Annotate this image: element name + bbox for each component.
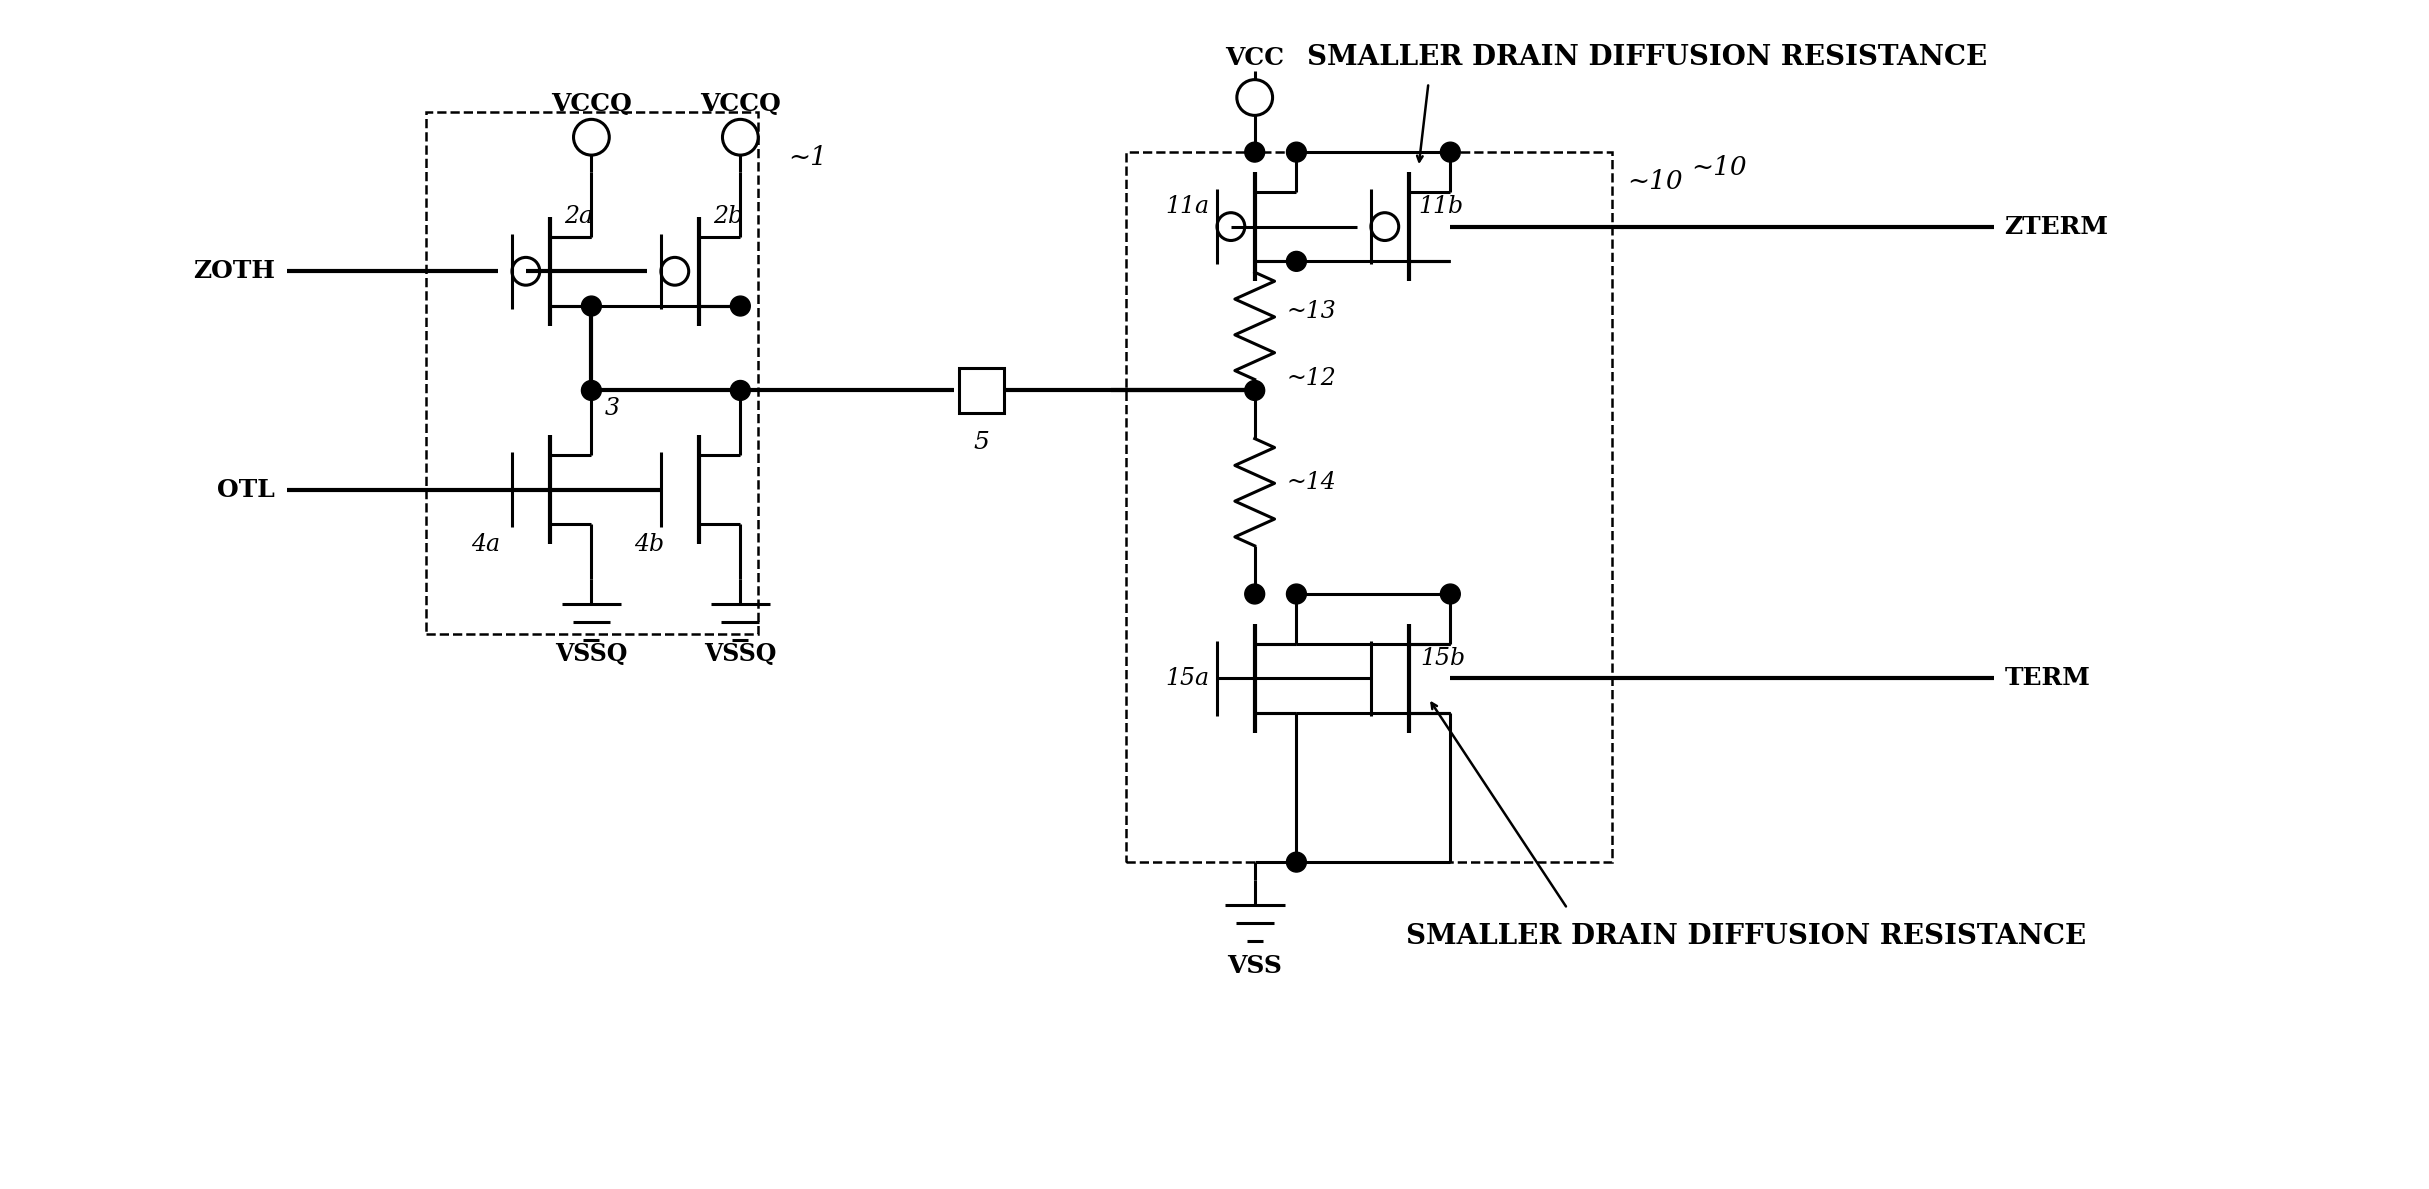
Circle shape [1287, 251, 1307, 271]
Text: 3: 3 [605, 397, 619, 420]
Text: 11b: 11b [1419, 195, 1465, 219]
Text: VSSQ: VSSQ [704, 642, 777, 666]
Text: VCCQ: VCCQ [700, 93, 780, 117]
Text: ~12: ~12 [1287, 367, 1336, 390]
Text: ~1: ~1 [787, 145, 826, 170]
Circle shape [731, 380, 751, 401]
Text: 15b: 15b [1421, 647, 1465, 671]
Text: SMALLER DRAIN DIFFUSION RESISTANCE: SMALLER DRAIN DIFFUSION RESISTANCE [1406, 923, 2087, 950]
Circle shape [1244, 380, 1266, 401]
Text: 2a: 2a [564, 206, 593, 228]
Text: ~14: ~14 [1287, 471, 1336, 493]
Circle shape [1440, 143, 1460, 162]
Text: 15a: 15a [1166, 667, 1210, 690]
Text: ~10: ~10 [1627, 169, 1683, 195]
Text: VSSQ: VSSQ [556, 642, 627, 666]
Text: VCC: VCC [1224, 46, 1285, 70]
Text: TERM: TERM [2004, 666, 2091, 691]
Text: 4b: 4b [634, 533, 663, 555]
Circle shape [1287, 143, 1307, 162]
Text: ZTERM: ZTERM [2004, 214, 2108, 239]
Text: VCCQ: VCCQ [551, 93, 632, 117]
Circle shape [581, 380, 602, 401]
Text: 4a: 4a [471, 533, 500, 555]
Text: ~13: ~13 [1287, 300, 1336, 322]
Circle shape [1244, 143, 1266, 162]
Bar [959, 369, 1003, 413]
Text: 11a: 11a [1166, 195, 1210, 219]
Bar [1125, 152, 1613, 862]
Text: 5: 5 [974, 430, 989, 453]
Circle shape [581, 296, 602, 316]
Text: ZOTH: ZOTH [192, 259, 274, 283]
Text: VSS: VSS [1227, 955, 1283, 979]
Circle shape [1287, 853, 1307, 872]
Text: OTL: OTL [216, 478, 274, 502]
Circle shape [731, 296, 751, 316]
Text: ~10: ~10 [1691, 155, 1746, 180]
Bar [425, 113, 758, 634]
Circle shape [1287, 584, 1307, 604]
Text: 2b: 2b [714, 206, 743, 228]
Circle shape [1440, 584, 1460, 604]
Circle shape [1244, 584, 1266, 604]
Text: SMALLER DRAIN DIFFUSION RESISTANCE: SMALLER DRAIN DIFFUSION RESISTANCE [1307, 44, 1987, 71]
